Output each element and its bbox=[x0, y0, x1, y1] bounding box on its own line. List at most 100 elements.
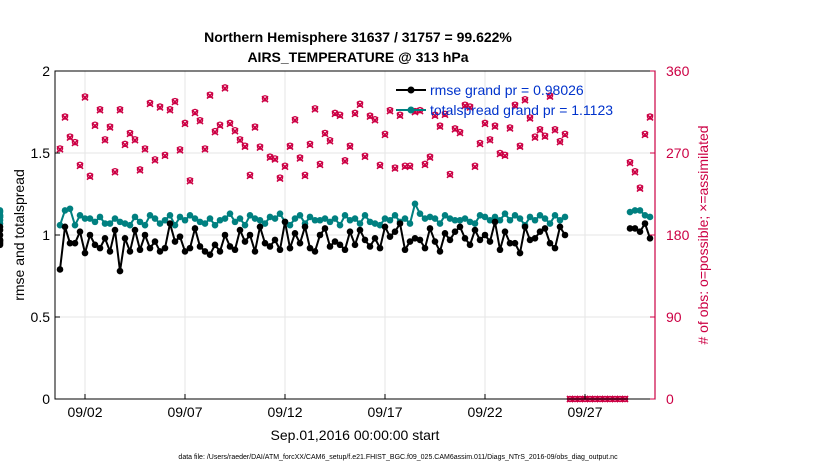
obs-possible-marker bbox=[646, 113, 654, 120]
obs-possible-marker bbox=[426, 153, 434, 160]
rmse-point bbox=[271, 236, 279, 244]
obs-assimilated-stroke-b bbox=[636, 184, 644, 193]
obs-possible-marker bbox=[371, 116, 379, 123]
obs-assimilated-marker bbox=[441, 111, 449, 119]
rmse-point bbox=[351, 241, 359, 249]
obs-assimilated-stroke-b bbox=[121, 141, 129, 149]
obs-possible-marker bbox=[556, 137, 564, 145]
obs-assimilated-marker bbox=[516, 143, 524, 151]
obs-possible-marker bbox=[111, 167, 119, 175]
obs-assimilated-stroke-b bbox=[361, 153, 369, 161]
obs-assimilated-stroke-b bbox=[556, 138, 564, 146]
totalspread-point bbox=[276, 210, 284, 217]
obs-assimilated-marker bbox=[636, 184, 644, 193]
rmse-point bbox=[71, 239, 79, 247]
obs-possible-marker bbox=[321, 129, 329, 137]
obs-assimilated-marker bbox=[151, 156, 159, 164]
obs-possible-marker bbox=[471, 162, 479, 170]
obs-assimilated-marker bbox=[136, 166, 144, 174]
obs-assimilated-stroke-b bbox=[91, 122, 99, 130]
obs-assimilated-stroke-b bbox=[271, 155, 279, 163]
obs-assimilated-stroke-b bbox=[96, 106, 104, 114]
totalspread-point bbox=[186, 212, 194, 219]
obs-assimilated-stroke-b bbox=[371, 116, 379, 124]
obs-assimilated-stroke-b bbox=[321, 130, 329, 138]
obs-assimilated-stroke-b bbox=[171, 98, 179, 106]
obs-assimilated-marker bbox=[131, 136, 139, 144]
obs-assimilated-marker bbox=[506, 124, 514, 132]
obs-assimilated-marker bbox=[186, 177, 194, 185]
obs-assimilated-marker bbox=[466, 103, 474, 112]
obs-possible-marker bbox=[276, 174, 284, 181]
rmse-point bbox=[81, 249, 89, 257]
obs-possible-marker bbox=[546, 92, 554, 99]
obs-assimilated-marker bbox=[286, 143, 294, 151]
obs-assimilated-stroke-b bbox=[461, 102, 469, 110]
totalspread-point bbox=[326, 218, 334, 226]
totalspread-point bbox=[56, 221, 64, 229]
rmse-point bbox=[391, 228, 399, 236]
obs-assimilated-marker bbox=[381, 131, 389, 139]
totalspread-point bbox=[506, 216, 514, 224]
obs-assimilated-marker bbox=[111, 168, 119, 176]
totalspread-point bbox=[266, 213, 274, 221]
rmse-point bbox=[246, 231, 254, 239]
totalspread-point bbox=[181, 216, 189, 224]
obs-possible-marker bbox=[81, 93, 89, 100]
totalspread-point bbox=[551, 212, 559, 219]
rmse-point bbox=[101, 234, 109, 242]
x-tick-label-3: 09/17 bbox=[367, 404, 402, 420]
obs-assimilated-stroke-b bbox=[366, 112, 374, 121]
obs-assimilated-stroke-b bbox=[201, 145, 209, 153]
obs-assimilated-marker bbox=[306, 141, 314, 149]
rmse-point bbox=[131, 226, 139, 234]
obs-assimilated-stroke-b bbox=[456, 129, 464, 137]
obs-possible-marker bbox=[76, 161, 84, 169]
rmse-point bbox=[481, 231, 489, 239]
totalspread-point bbox=[361, 212, 369, 219]
totalspread-point bbox=[491, 213, 499, 221]
obs-assimilated-marker bbox=[386, 107, 394, 115]
obs-count-series bbox=[56, 84, 654, 403]
obs-assimilated-stroke-b bbox=[406, 163, 414, 171]
totalspread-point bbox=[96, 213, 104, 221]
rmse-point bbox=[256, 223, 264, 231]
totalspread-point bbox=[191, 215, 199, 222]
obs-possible-marker bbox=[511, 101, 519, 108]
obs-assimilated-stroke-b bbox=[641, 131, 649, 139]
obs-assimilated-stroke-b bbox=[306, 141, 314, 149]
obs-assimilated-marker bbox=[371, 116, 379, 124]
rmse-point bbox=[326, 243, 334, 250]
obs-assimilated-stroke-b bbox=[526, 114, 534, 122]
rmse-point bbox=[541, 225, 549, 232]
obs-possible-marker bbox=[246, 171, 254, 179]
totalspread-point bbox=[646, 213, 654, 221]
obs-possible-marker bbox=[421, 160, 429, 168]
obs-assimilated-marker bbox=[511, 102, 519, 110]
totalspread-point bbox=[516, 215, 524, 222]
rmse-point bbox=[321, 225, 329, 232]
totalspread-point bbox=[631, 207, 639, 214]
rmse-point bbox=[446, 236, 454, 244]
rmse-point bbox=[531, 234, 539, 242]
totalspread-point bbox=[271, 215, 279, 222]
obs-possible-marker bbox=[551, 126, 559, 133]
obs-possible-marker bbox=[61, 113, 69, 120]
obs-possible-marker bbox=[506, 124, 514, 131]
obs-assimilated-stroke-b bbox=[291, 116, 299, 124]
obs-possible-marker bbox=[341, 157, 349, 164]
obs-possible-marker bbox=[226, 119, 234, 127]
rmse-point bbox=[516, 249, 524, 257]
totalspread-point bbox=[111, 215, 119, 222]
obs-possible-marker bbox=[191, 108, 199, 116]
obs-possible-marker bbox=[526, 114, 534, 121]
obs-possible-marker bbox=[476, 139, 484, 147]
obs-assimilated-marker bbox=[501, 152, 509, 160]
rmse-point bbox=[186, 244, 194, 252]
obs-possible-marker bbox=[201, 145, 209, 152]
obs-assimilated-stroke-b bbox=[541, 133, 549, 141]
obs-assimilated-stroke-b bbox=[81, 93, 89, 101]
obs-assimilated-stroke-b bbox=[531, 133, 539, 142]
obs-possible-marker bbox=[56, 145, 64, 152]
